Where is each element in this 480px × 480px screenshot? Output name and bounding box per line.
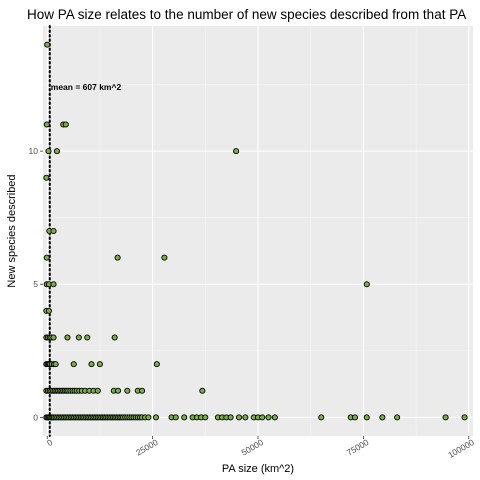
- data-point: [161, 254, 168, 261]
- data-point: [114, 387, 122, 394]
- data-point: [442, 414, 449, 421]
- data-point: [45, 148, 52, 155]
- data-point: [70, 361, 77, 368]
- data-point: [172, 414, 179, 421]
- data-point: [271, 414, 278, 421]
- data-point: [152, 414, 160, 421]
- data-point: [139, 387, 146, 394]
- data-point: [124, 387, 131, 394]
- x-axis-title: PA size (km^2): [222, 463, 294, 475]
- data-point: [84, 334, 91, 341]
- y-axis-ticks: 0 5 10: [29, 146, 43, 422]
- data-point: [114, 254, 121, 261]
- data-point: [43, 254, 50, 261]
- data-point: [227, 414, 234, 421]
- data-point: [259, 414, 266, 421]
- data-point: [45, 307, 52, 314]
- data-point: [351, 414, 359, 421]
- data-point: [153, 361, 160, 368]
- y-tick-label: 5: [33, 279, 38, 289]
- data-point: [64, 334, 71, 341]
- data-point: [265, 414, 272, 421]
- data-point: [43, 174, 50, 181]
- data-point: [202, 414, 209, 421]
- data-point: [88, 361, 95, 368]
- data-point: [50, 334, 57, 341]
- data-point: [242, 414, 249, 421]
- data-point: [363, 414, 370, 421]
- data-point: [235, 414, 243, 421]
- y-axis-title: New species described: [6, 174, 18, 287]
- data-point: [233, 148, 240, 155]
- data-point: [181, 414, 188, 421]
- y-tick-label: 0: [33, 412, 38, 422]
- data-point: [62, 121, 69, 128]
- chart-title: How PA size relates to the number of new…: [27, 7, 466, 22]
- data-point: [50, 281, 57, 288]
- data-point: [461, 414, 468, 421]
- data-point: [318, 414, 325, 421]
- data-point: [75, 334, 82, 341]
- data-point: [394, 414, 401, 421]
- data-point: [44, 41, 51, 48]
- data-point: [111, 334, 118, 341]
- mean-annotation: mean = 607 km^2: [51, 82, 122, 92]
- x-tick-label: 0: [45, 437, 54, 448]
- data-point: [96, 361, 103, 368]
- data-point: [52, 361, 59, 368]
- data-point: [363, 281, 370, 288]
- data-point: [379, 414, 386, 421]
- y-tick-label: 10: [29, 146, 39, 156]
- data-point: [53, 148, 60, 155]
- data-point: [94, 387, 101, 394]
- data-point: [145, 414, 152, 421]
- data-points: [43, 41, 468, 421]
- data-point: [50, 227, 57, 235]
- data-point: [199, 387, 206, 394]
- data-point: [43, 121, 50, 128]
